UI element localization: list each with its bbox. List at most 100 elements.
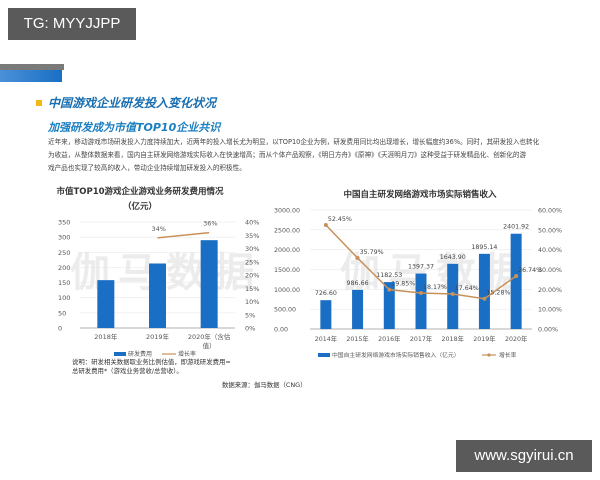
right-axis-tick: 20.00%: [538, 287, 562, 294]
left-axis-tick: 200: [58, 264, 70, 272]
right-axis-tick: 0.00%: [538, 327, 558, 334]
chart1-note: 说明：研发相关数据取业务比例估值，即游戏研发费用= 总研发费用*（游戏业务营收/…: [72, 358, 231, 376]
left-axis-tick: 2000.00: [274, 247, 300, 254]
growth-label: 26.74%: [518, 267, 542, 274]
left-axis-tick: 2500.00: [274, 227, 300, 234]
chart2-plot: 0.00 500.00 1000.00 1500.00 2000.00 2500.00 30…: [274, 208, 562, 360]
bar-value-label: 1643.90: [440, 254, 466, 261]
growth-label: 18.17%: [423, 284, 447, 291]
category-label: 2017年: [410, 334, 432, 343]
bar: [510, 233, 522, 329]
bar-value-label: 986.66: [347, 280, 369, 287]
growth-point: [514, 273, 519, 278]
right-axis-tick: 0%: [245, 325, 255, 333]
left-axis-tick: 250: [58, 249, 70, 257]
growth-point: [323, 222, 328, 227]
header-accent-grey: [0, 64, 64, 70]
right-axis-tick: 25%: [245, 258, 259, 266]
bar: [149, 263, 166, 328]
left-axis-tick: 150: [58, 279, 70, 287]
growth-label: 52.45%: [328, 216, 352, 223]
bar-value-label: 726.60: [315, 290, 337, 297]
right-axis-tick: 30.00%: [538, 267, 562, 274]
growth-label: 35.79%: [360, 249, 384, 256]
growth-point: [355, 256, 360, 261]
right-axis-tick: 10.00%: [538, 307, 562, 314]
growth-label: 36%: [203, 220, 217, 228]
bar: [415, 273, 427, 329]
left-axis-tick: 300: [58, 234, 70, 242]
note-line: 总研发费用*（游戏业务营收/总营收）。: [72, 367, 183, 375]
legend-line-marker: [487, 353, 491, 357]
paragraph-line: 为收益，从整体数据来看，国内自主研发网络游戏实际收入在快速增高；而从个体产品观察…: [48, 151, 527, 159]
growth-point: [450, 292, 455, 297]
right-axis-tick: 30%: [245, 245, 259, 253]
bar: [200, 240, 218, 328]
right-axis-tick: 20%: [245, 272, 259, 280]
category-label: 2019年: [146, 332, 170, 341]
legend-label: 中国自主研发网络游戏市场实际销售收入（亿元）: [332, 351, 460, 359]
left-axis-tick: 50: [58, 309, 66, 317]
note-line: 说明：研发相关数据取业务比例估值，即游戏研发费用=: [72, 358, 231, 366]
growth-label: 19.85%: [391, 281, 415, 288]
chart1-title-line2: （亿元）: [122, 202, 157, 212]
category-label: 2018年: [94, 332, 118, 341]
chart2-title: 中国自主研发网络游戏市场实际销售收入: [343, 190, 497, 200]
section-title: 中国游戏企业研发投入变化状况: [36, 94, 216, 111]
data-source: 数据来源：伽马数据（CNG）: [222, 381, 307, 389]
bar: [352, 289, 364, 329]
legend-label: 研发费用: [128, 350, 152, 358]
category-label: 2016年: [378, 334, 400, 343]
bar-value-label: 1182.53: [376, 272, 402, 279]
left-axis-tick: 500.00: [274, 307, 296, 314]
tg-overlay-tag: TG: MYYJJPP: [8, 8, 136, 40]
bar: [97, 280, 115, 328]
left-axis-tick: 350: [58, 219, 70, 227]
bar: [478, 253, 490, 329]
left-axis-tick: 0: [58, 325, 62, 333]
growth-point: [482, 296, 487, 301]
category-label: 2020年（含估: [188, 332, 231, 341]
left-axis-tick: 1000.00: [274, 287, 300, 294]
growth-point: [419, 290, 423, 295]
bar: [383, 282, 395, 329]
left-axis-tick: 1500.00: [274, 267, 300, 274]
category-label: 值）: [203, 341, 216, 350]
section-title-text: 中国游戏企业研发投入变化状况: [48, 96, 217, 110]
right-axis-tick: 10%: [245, 298, 259, 306]
category-label: 2014年: [315, 334, 337, 343]
right-axis-tick: 50.00%: [538, 227, 562, 234]
right-axis-tick: 15%: [245, 285, 259, 293]
growth-point: [387, 287, 392, 292]
legend-bar-swatch: [114, 352, 126, 356]
chart1-title: 市值TOP10游戏企业游戏业务研发费用情况 （亿元）: [40, 185, 240, 212]
category-label: 2018年: [442, 334, 464, 343]
bar-value-label: 1397.37: [408, 264, 434, 271]
website-overlay-tag: www.sgyirui.cn: [456, 440, 592, 472]
growth-label: 17.64%: [455, 285, 479, 292]
legend-label: 增长率: [499, 351, 517, 359]
section-subtitle: 加强研发成为市值TOP10企业共识: [48, 121, 221, 134]
legend-label: 增长率: [178, 350, 196, 358]
watermark: 伽马数据: [340, 250, 532, 296]
growth-label: 34%: [152, 225, 166, 233]
bar-value-label: 2401.92: [503, 224, 529, 231]
right-axis-tick: 40%: [245, 219, 259, 227]
chart1-plot: 0 50 100 150 200 250 300 350 0% 5% 10% 15% 20% 25% 30…: [58, 219, 259, 359]
bar: [447, 263, 459, 329]
category-label: 2020年: [505, 334, 527, 343]
header-accent-blue: [0, 70, 62, 82]
right-axis-tick: 5%: [245, 311, 255, 319]
right-axis-tick: 40.00%: [538, 247, 562, 254]
paragraph-line: 近年来，移动游戏市场研发投入力度持续加大，近两年的投入增长尤为明显，以TOP10…: [48, 138, 540, 146]
left-axis-tick: 0.00: [274, 327, 288, 334]
legend-bar-swatch: [318, 353, 330, 357]
growth-label: 15.28%: [486, 290, 510, 297]
right-axis-tick: 35%: [245, 232, 259, 240]
left-axis-tick: 3000.00: [274, 208, 300, 215]
paragraph-line: 戏产品也实现了较高的收入，带动企业持续增加研发投入的积极性。: [48, 164, 246, 172]
category-label: 2019年: [473, 334, 495, 343]
chart1-title-line1: 市值TOP10游戏企业游戏业务研发费用情况: [56, 187, 224, 197]
body-paragraph: 近年来，移动游戏市场研发投入力度持续加大，近两年的投入增长尤为明显，以TOP10…: [48, 136, 568, 175]
left-axis-tick: 100: [58, 294, 70, 302]
